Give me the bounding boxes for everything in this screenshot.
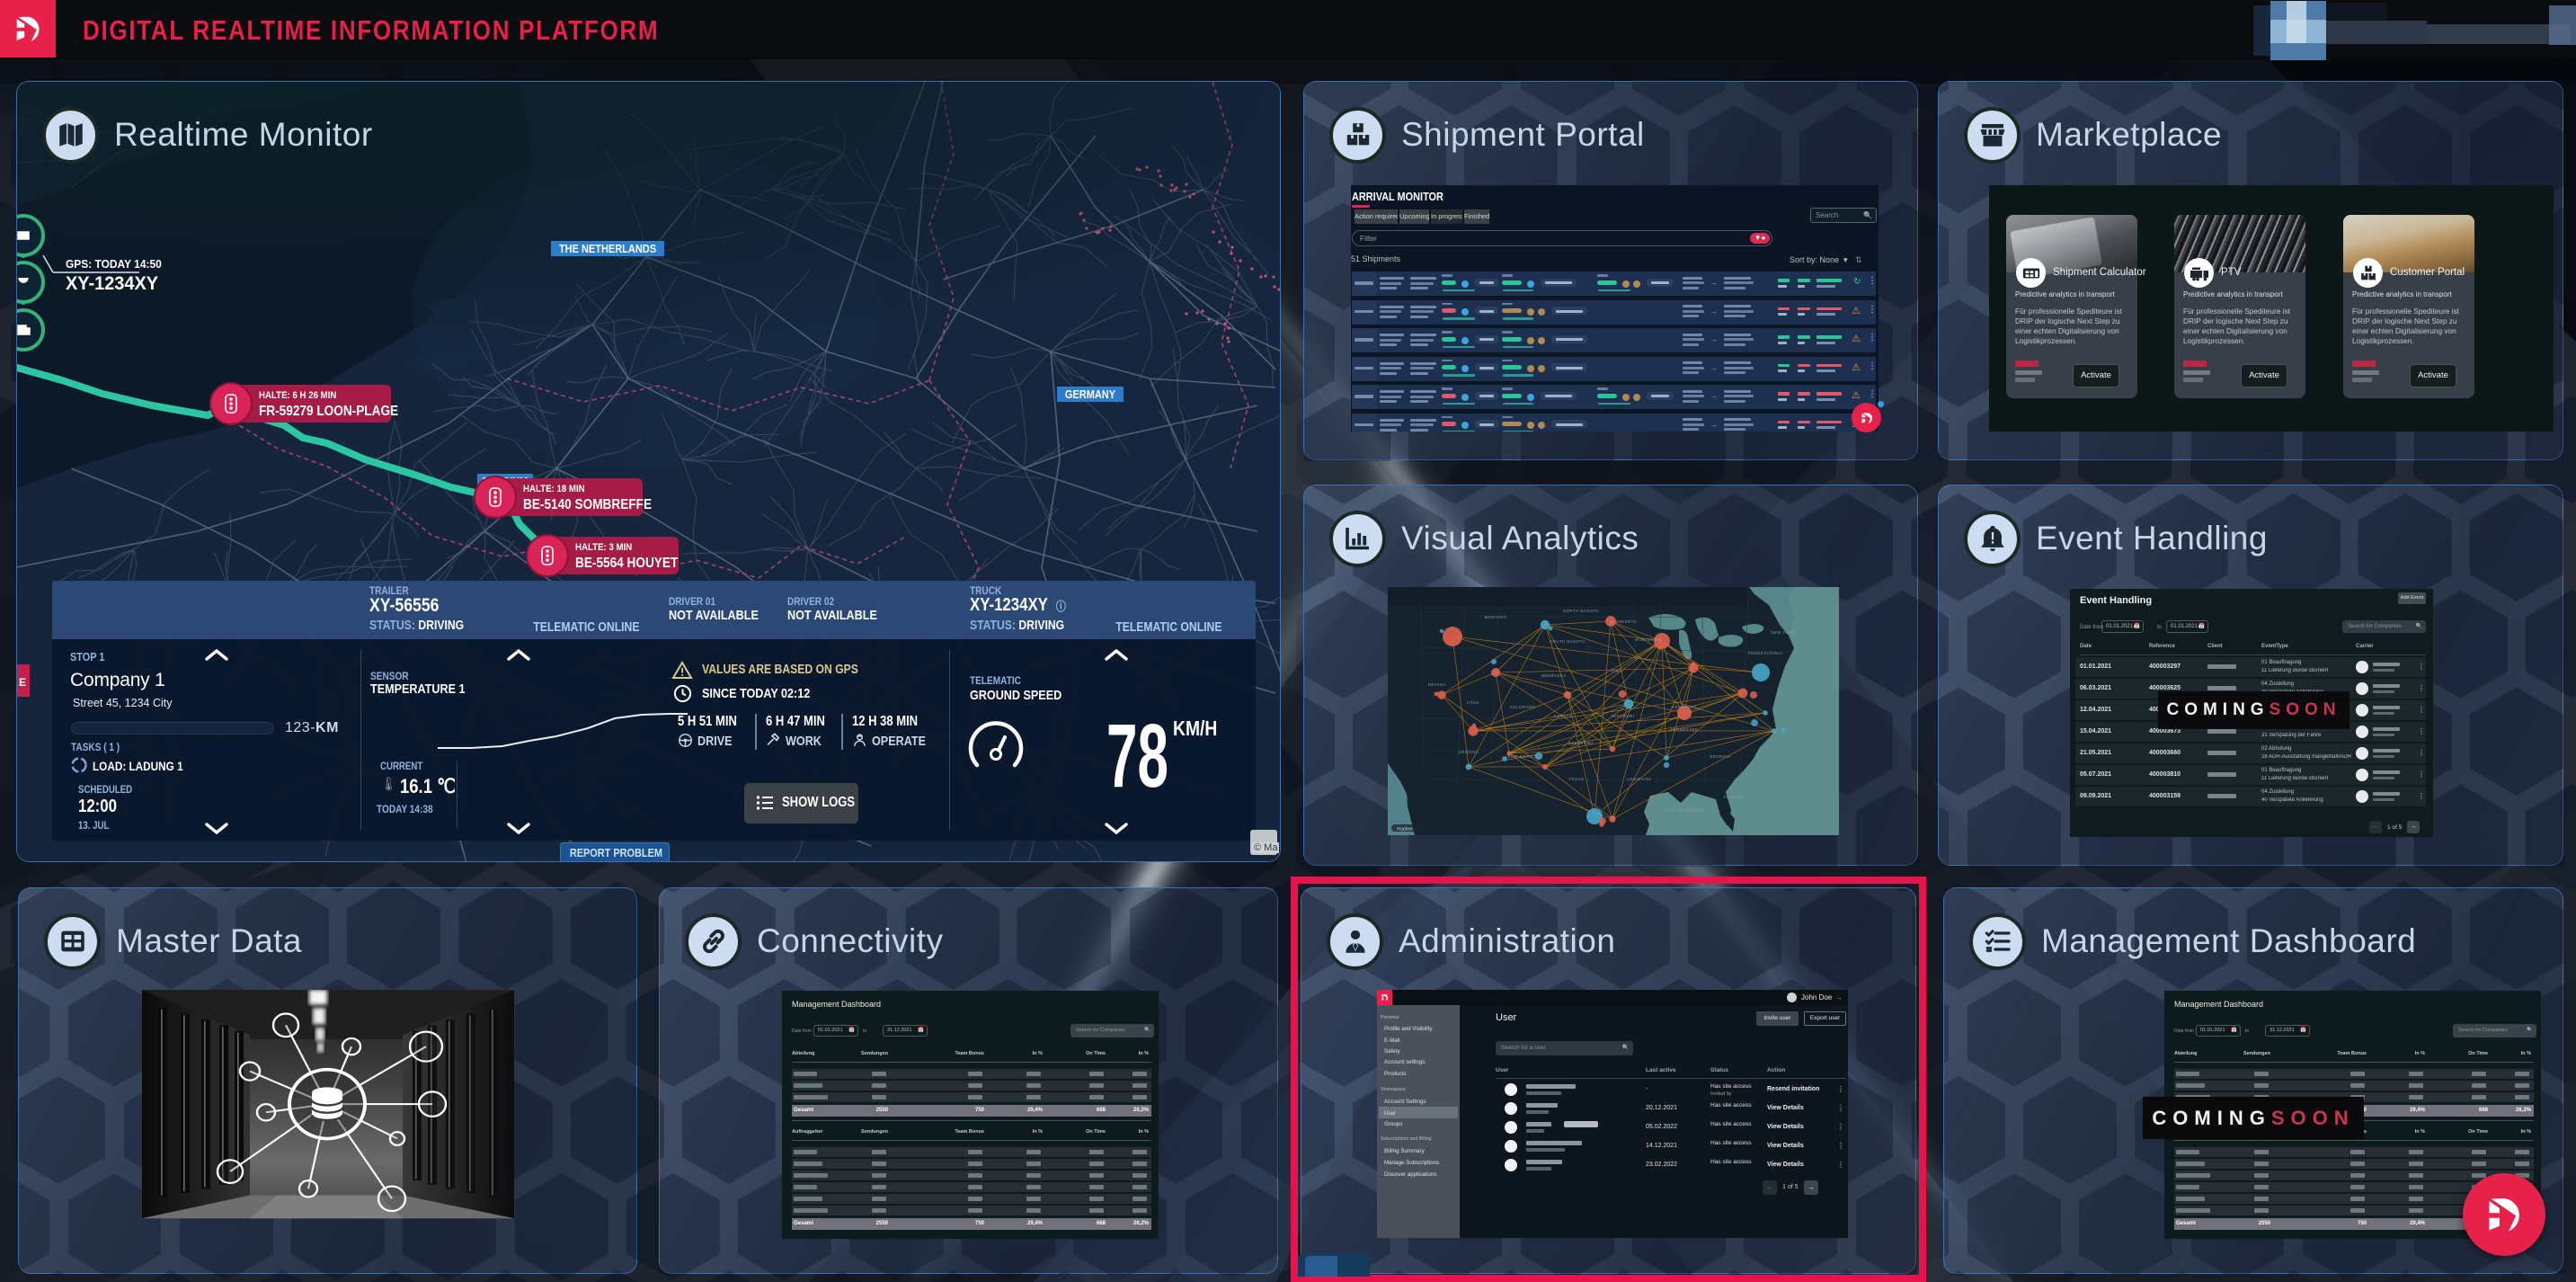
svg-text:MINNESOTA: MINNESOTA (1610, 619, 1637, 624)
svg-text:OKLAHOMA: OKLAHOMA (1568, 741, 1594, 745)
svg-text:FR-59279 LOON-PLAGE: FR-59279 LOON-PLAGE (259, 404, 398, 419)
svg-text:NEW MEXICO: NEW MEXICO (1507, 754, 1538, 759)
svg-text:KANSAS: KANSAS (1554, 714, 1573, 718)
svg-text:BE-5140 SOMBREFFE: BE-5140 SOMBREFFE (523, 497, 652, 512)
svg-text:mapbox: mapbox (1397, 827, 1413, 832)
svg-text:HALTE: 6 H 26 MIN: HALTE: 6 H 26 MIN (259, 391, 336, 402)
svg-text:THE NETHERLANDS: THE NETHERLANDS (559, 243, 656, 255)
svg-text:GEORGIA: GEORGIA (1710, 754, 1731, 759)
svg-text:BE-5564 HOUYET: BE-5564 HOUYET (575, 556, 678, 571)
svg-text:NEBRASKA: NEBRASKA (1541, 673, 1567, 678)
svg-text:TEXAS: TEXAS (1569, 777, 1585, 781)
svg-text:HALTE: 3 MIN: HALTE: 3 MIN (575, 543, 632, 554)
svg-text:KENTUCKY: KENTUCKY (1672, 705, 1697, 709)
svg-text:NEVADA: NEVADA (1428, 682, 1447, 687)
svg-text:LOUISIANA: LOUISIANA (1627, 777, 1652, 781)
svg-text:COLORADO: COLORADO (1510, 705, 1536, 709)
svg-text:XY-1234XY: XY-1234XY (66, 273, 158, 295)
svg-text:MONTANA: MONTANA (1485, 615, 1507, 619)
svg-text:FLORIDA: FLORIDA (1724, 795, 1744, 799)
svg-text:NEW YORK: NEW YORK (1771, 630, 1796, 635)
svg-text:GERMANY: GERMANY (1065, 388, 1115, 401)
svg-text:SOUTH DAKOTA: SOUTH DAKOTA (1550, 639, 1586, 644)
svg-text:GULF OF MEXICO: GULF OF MEXICO (1665, 808, 1704, 813)
svg-text:ARIZONA: ARIZONA (1459, 750, 1479, 754)
svg-text:PENNSYLVANIA: PENNSYLVANIA (1748, 651, 1783, 655)
svg-text:IOWA: IOWA (1611, 669, 1622, 673)
svg-text:UTAH: UTAH (1467, 700, 1479, 705)
svg-text:NORTH DAKOTA: NORTH DAKOTA (1563, 609, 1599, 613)
svg-text:GPS: TODAY 14:50: GPS: TODAY 14:50 (66, 258, 162, 272)
svg-text:MISSOURI: MISSOURI (1612, 714, 1635, 718)
svg-text:WISCONSIN: WISCONSIN (1635, 637, 1662, 642)
svg-text:E: E (19, 676, 26, 689)
svg-text:TENNESSEE: TENNESSEE (1671, 727, 1699, 732)
svg-text:HALTE: 18 MIN: HALTE: 18 MIN (523, 485, 585, 495)
